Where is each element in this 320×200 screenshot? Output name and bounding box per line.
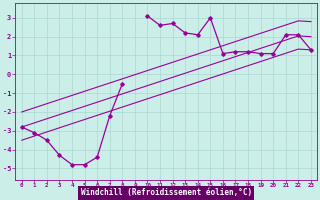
- X-axis label: Windchill (Refroidissement éolien,°C): Windchill (Refroidissement éolien,°C): [81, 188, 252, 197]
